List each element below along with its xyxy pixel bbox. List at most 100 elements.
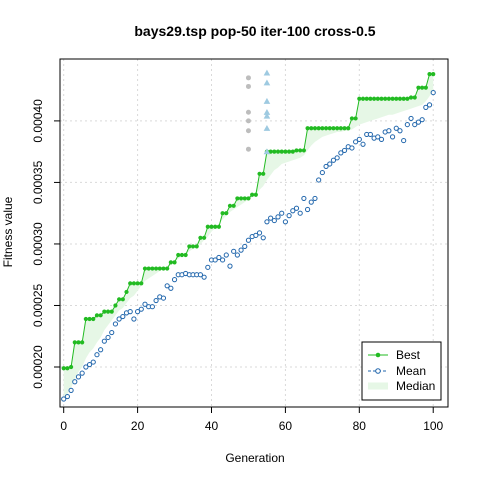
best-point bbox=[420, 85, 425, 90]
outlier-triangle bbox=[263, 79, 271, 86]
x-tick-label: 0 bbox=[60, 419, 67, 433]
best-point bbox=[405, 96, 410, 101]
best-point bbox=[401, 96, 406, 101]
mean-point bbox=[149, 304, 155, 310]
best-point bbox=[87, 316, 92, 322]
x-tick-label: 60 bbox=[279, 419, 293, 433]
best-point bbox=[179, 252, 185, 258]
best-point bbox=[268, 149, 273, 154]
best-point bbox=[246, 196, 251, 201]
best-point bbox=[190, 244, 196, 249]
x-tick-label: 40 bbox=[205, 419, 219, 433]
mean-point bbox=[397, 128, 403, 134]
best-point bbox=[290, 149, 295, 154]
best-point bbox=[261, 171, 266, 176]
best-point bbox=[390, 96, 395, 101]
mean-point bbox=[231, 248, 237, 254]
best-point bbox=[224, 211, 229, 216]
best-point bbox=[146, 266, 151, 271]
mean-point bbox=[316, 177, 322, 183]
mean-point bbox=[142, 301, 148, 307]
mean-point bbox=[245, 237, 252, 243]
y-tick-label: 0.00030 bbox=[31, 222, 45, 266]
best-point bbox=[379, 96, 384, 101]
legend-best-label: Best bbox=[396, 348, 421, 362]
mean-point bbox=[264, 219, 270, 225]
mean-point bbox=[330, 157, 337, 163]
chart-title: bays29.tsp pop-50 iter-100 cross-0.5 bbox=[134, 23, 375, 39]
outlier-circle bbox=[245, 146, 251, 152]
mean-point bbox=[227, 263, 233, 269]
best-point bbox=[397, 96, 403, 101]
best-series bbox=[61, 72, 436, 371]
outlier-circle bbox=[245, 118, 251, 124]
best-point bbox=[335, 126, 340, 131]
mean-point bbox=[216, 254, 222, 261]
best-point bbox=[183, 252, 188, 258]
x-tick-label: 100 bbox=[423, 419, 443, 433]
best-point bbox=[213, 224, 218, 229]
best-point bbox=[105, 309, 111, 314]
mean-point bbox=[75, 374, 82, 380]
best-point bbox=[320, 126, 325, 131]
mean-point bbox=[404, 121, 410, 128]
legend-median-label: Median bbox=[396, 379, 435, 393]
mean-point bbox=[201, 274, 207, 280]
best-point bbox=[383, 96, 388, 101]
best-point bbox=[161, 266, 166, 271]
best-point bbox=[205, 224, 210, 229]
mean-point bbox=[279, 210, 285, 216]
best-point bbox=[231, 203, 236, 208]
mean-point bbox=[341, 147, 348, 154]
best-point bbox=[357, 96, 362, 101]
best-point bbox=[109, 309, 114, 314]
mean-point bbox=[256, 230, 263, 236]
best-point bbox=[342, 126, 347, 131]
best-point bbox=[198, 235, 203, 240]
best-point bbox=[98, 313, 103, 318]
best-point bbox=[220, 211, 225, 216]
best-point bbox=[298, 148, 303, 153]
best-point bbox=[113, 303, 118, 308]
mean-point bbox=[319, 169, 325, 176]
outlier-circle bbox=[245, 109, 251, 115]
mean-point bbox=[327, 161, 333, 167]
mean-series bbox=[61, 89, 436, 402]
best-point bbox=[135, 281, 140, 286]
mean-point bbox=[242, 243, 248, 250]
best-point bbox=[68, 364, 74, 370]
mean-point bbox=[127, 309, 133, 315]
mean-point bbox=[83, 364, 89, 370]
best-point bbox=[305, 126, 310, 131]
best-point bbox=[250, 192, 255, 197]
mean-point bbox=[105, 334, 111, 341]
mean-point bbox=[90, 359, 96, 365]
outlier-points bbox=[245, 69, 271, 155]
best-point bbox=[316, 126, 321, 131]
best-point bbox=[309, 126, 314, 131]
best-point bbox=[349, 116, 355, 121]
mean-point bbox=[386, 128, 392, 134]
mean-point bbox=[419, 117, 425, 123]
mean-point bbox=[393, 125, 399, 131]
mean-point bbox=[120, 313, 126, 320]
outlier-triangle bbox=[263, 112, 271, 119]
mean-point bbox=[423, 104, 429, 110]
median-area bbox=[63, 74, 434, 399]
mean-point bbox=[356, 136, 362, 142]
mean-point bbox=[304, 206, 311, 213]
mean-point bbox=[234, 252, 240, 258]
y-tick-label: 0.00025 bbox=[31, 283, 45, 327]
best-point bbox=[412, 95, 417, 100]
mean-point bbox=[408, 115, 414, 122]
best-point bbox=[61, 366, 66, 371]
best-point bbox=[139, 281, 144, 286]
mean-point bbox=[389, 134, 396, 140]
best-point bbox=[94, 313, 100, 318]
mean-point bbox=[301, 195, 307, 202]
mean-point bbox=[98, 347, 104, 353]
best-point bbox=[360, 96, 366, 101]
mean-point bbox=[131, 316, 137, 322]
mean-point bbox=[412, 121, 418, 128]
mean-point bbox=[375, 134, 381, 140]
